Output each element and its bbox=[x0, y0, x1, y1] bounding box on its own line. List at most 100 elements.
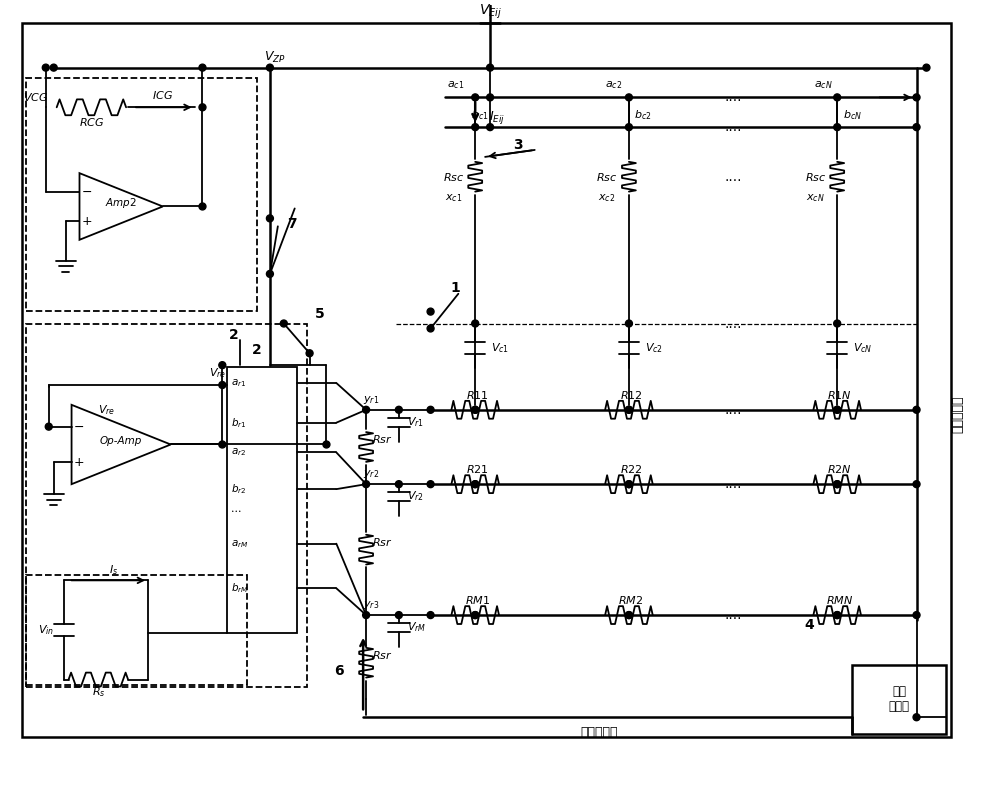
Circle shape bbox=[266, 64, 273, 71]
Text: $b_{c1}$: $b_{c1}$ bbox=[471, 109, 489, 122]
Text: ....: .... bbox=[724, 90, 742, 105]
Text: $V_{re}$: $V_{re}$ bbox=[98, 403, 115, 416]
Bar bbox=[852, 665, 946, 734]
Text: $V_{r2}$: $V_{r2}$ bbox=[407, 489, 424, 503]
Circle shape bbox=[395, 406, 402, 413]
Circle shape bbox=[280, 320, 287, 327]
Text: $Rsc$: $Rsc$ bbox=[443, 170, 464, 182]
Text: 3: 3 bbox=[513, 138, 523, 152]
Text: $Rsr$: $Rsr$ bbox=[372, 649, 392, 661]
Circle shape bbox=[219, 381, 226, 389]
Circle shape bbox=[913, 714, 920, 721]
Circle shape bbox=[266, 270, 273, 278]
Text: ...: ... bbox=[231, 504, 242, 514]
Text: 5: 5 bbox=[315, 307, 324, 320]
Text: 2: 2 bbox=[229, 328, 239, 343]
Text: $R2N$: $R2N$ bbox=[827, 463, 852, 475]
Circle shape bbox=[472, 124, 479, 131]
Circle shape bbox=[427, 325, 434, 332]
Text: 4: 4 bbox=[805, 618, 814, 632]
Text: $R11$: $R11$ bbox=[466, 389, 489, 401]
Text: $a_{cN}$: $a_{cN}$ bbox=[814, 79, 833, 91]
Text: 1: 1 bbox=[450, 281, 460, 295]
Circle shape bbox=[913, 94, 920, 101]
Circle shape bbox=[50, 64, 57, 71]
Text: $b_{c2}$: $b_{c2}$ bbox=[634, 109, 652, 122]
Text: $V_{Eij}$: $V_{Eij}$ bbox=[479, 3, 502, 21]
Bar bbox=[26, 576, 247, 684]
Text: $Rsc$: $Rsc$ bbox=[805, 170, 826, 182]
Text: $-$: $-$ bbox=[81, 185, 92, 198]
Circle shape bbox=[834, 406, 841, 413]
Circle shape bbox=[472, 481, 479, 488]
Circle shape bbox=[625, 124, 632, 131]
Text: 行控制信号: 行控制信号 bbox=[580, 726, 618, 738]
Text: $x_{c1}$: $x_{c1}$ bbox=[445, 193, 462, 205]
Circle shape bbox=[923, 64, 930, 71]
Circle shape bbox=[427, 611, 434, 619]
Circle shape bbox=[42, 64, 49, 71]
Circle shape bbox=[266, 215, 273, 222]
Circle shape bbox=[913, 481, 920, 488]
Circle shape bbox=[427, 308, 434, 315]
Circle shape bbox=[625, 611, 632, 619]
Circle shape bbox=[834, 320, 841, 327]
Circle shape bbox=[834, 481, 841, 488]
Circle shape bbox=[45, 423, 52, 430]
Text: $R1N$: $R1N$ bbox=[827, 389, 852, 401]
Text: 2: 2 bbox=[252, 343, 262, 358]
Circle shape bbox=[625, 481, 632, 488]
Text: $R22$: $R22$ bbox=[620, 463, 642, 475]
Circle shape bbox=[625, 406, 632, 413]
Text: $Rsc$: $Rsc$ bbox=[596, 170, 618, 182]
Circle shape bbox=[487, 64, 494, 71]
Text: ....: .... bbox=[724, 120, 742, 134]
Circle shape bbox=[363, 406, 370, 413]
Circle shape bbox=[219, 441, 226, 448]
Text: $RM2$: $RM2$ bbox=[618, 594, 644, 606]
Circle shape bbox=[913, 406, 920, 413]
Circle shape bbox=[472, 611, 479, 619]
Text: $VCG$: $VCG$ bbox=[23, 91, 49, 103]
Text: $-$: $-$ bbox=[73, 420, 84, 433]
Text: ....: .... bbox=[724, 477, 742, 491]
Text: $y_{r3}$: $y_{r3}$ bbox=[363, 600, 379, 611]
Circle shape bbox=[472, 611, 479, 619]
Text: $a_{r2}$: $a_{r2}$ bbox=[231, 446, 246, 458]
Text: $x_{c2}$: $x_{c2}$ bbox=[598, 193, 616, 205]
Text: ....: .... bbox=[724, 316, 742, 331]
Text: $a_{r1}$: $a_{r1}$ bbox=[231, 377, 247, 389]
Text: $ICG$: $ICG$ bbox=[152, 90, 173, 102]
Text: $V_{rM}$: $V_{rM}$ bbox=[407, 620, 426, 634]
Text: 6: 6 bbox=[335, 664, 344, 677]
Text: ....: .... bbox=[724, 608, 742, 622]
Circle shape bbox=[913, 124, 920, 131]
Circle shape bbox=[625, 611, 632, 619]
Text: 扫描
控制器: 扫描 控制器 bbox=[889, 685, 910, 714]
Circle shape bbox=[625, 406, 632, 413]
Text: $I_s$: $I_s$ bbox=[109, 564, 118, 577]
Circle shape bbox=[625, 481, 632, 488]
Circle shape bbox=[913, 611, 920, 619]
Circle shape bbox=[306, 350, 313, 357]
Text: Op-Amp: Op-Amp bbox=[100, 435, 142, 446]
Text: $Rsr$: $Rsr$ bbox=[372, 536, 392, 548]
Text: $y_{r2}$: $y_{r2}$ bbox=[363, 468, 379, 481]
Circle shape bbox=[219, 362, 226, 369]
Text: $b_{r2}$: $b_{r2}$ bbox=[231, 482, 247, 496]
Text: $V_{ZP}$: $V_{ZP}$ bbox=[264, 50, 286, 65]
Text: $+$: $+$ bbox=[81, 215, 92, 228]
Text: $Amp2$: $Amp2$ bbox=[105, 196, 137, 209]
Circle shape bbox=[427, 481, 434, 488]
Circle shape bbox=[834, 611, 841, 619]
Text: ....: .... bbox=[724, 403, 742, 417]
Circle shape bbox=[625, 94, 632, 101]
Bar bbox=[26, 78, 257, 311]
Circle shape bbox=[323, 441, 330, 448]
Circle shape bbox=[472, 94, 479, 101]
Bar bbox=[26, 324, 307, 688]
Text: $V_{re}$: $V_{re}$ bbox=[209, 366, 226, 380]
Text: $RMN$: $RMN$ bbox=[826, 594, 853, 606]
Circle shape bbox=[834, 94, 841, 101]
Text: $b_{cN}$: $b_{cN}$ bbox=[843, 109, 862, 122]
